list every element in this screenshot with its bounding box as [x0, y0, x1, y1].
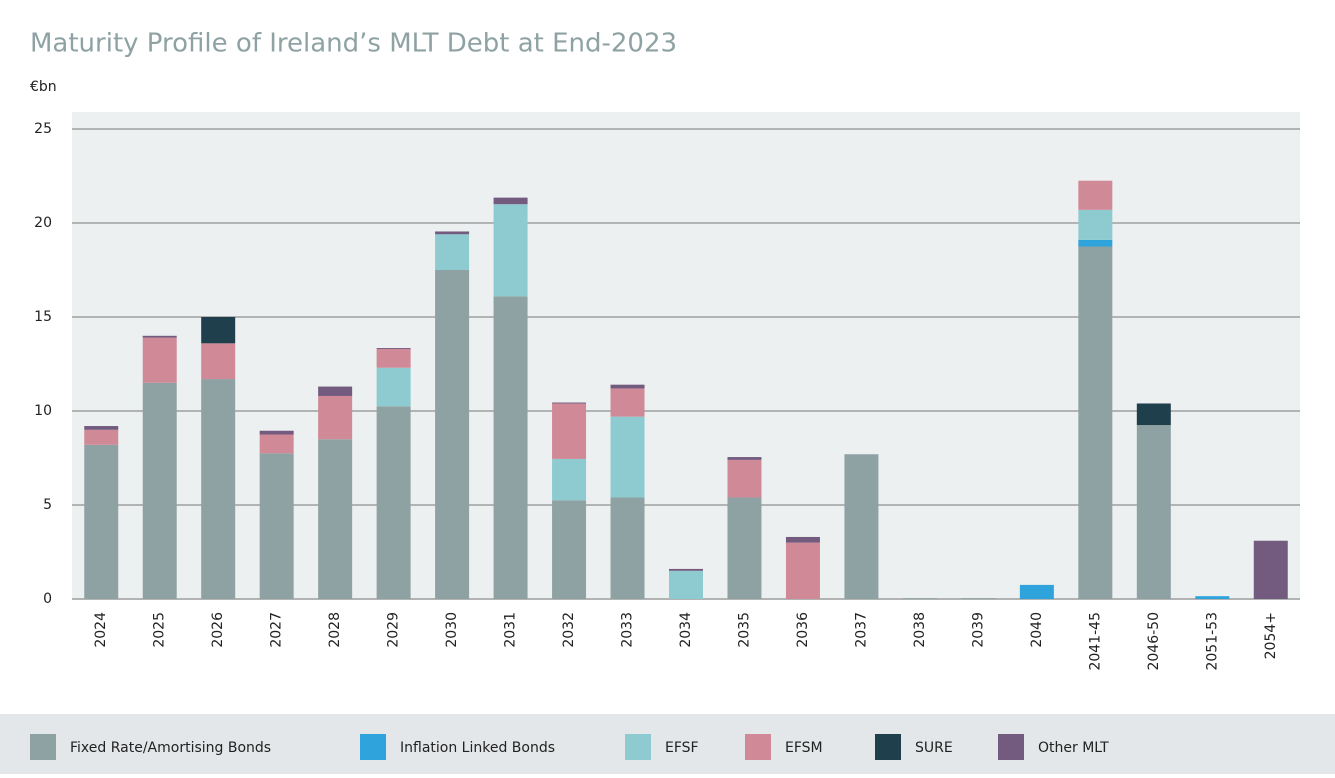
x-tick-label: 2029 [386, 612, 402, 648]
bar-segment [1078, 180, 1113, 210]
bar-segment [259, 430, 294, 435]
bar-segment [376, 348, 411, 349]
x-tick-label: 2025 [152, 612, 168, 648]
bar-segment [1078, 246, 1113, 599]
bar-segment [84, 444, 119, 599]
bar-segment [142, 335, 177, 338]
bar-segment [435, 234, 470, 270]
legend-label: EFSM [785, 740, 823, 756]
bar-segment [902, 598, 937, 599]
x-tick-label: 2034 [678, 612, 694, 648]
bar-segment [552, 458, 587, 501]
bar-segment [201, 379, 236, 599]
y-axis-label: €bn [30, 79, 57, 95]
x-tick-label: 2051-53 [1204, 612, 1220, 671]
x-tick-label: 2037 [853, 612, 869, 648]
legend-background [0, 714, 1335, 774]
bar-segment [318, 386, 353, 396]
legend-swatch [875, 734, 901, 760]
bar-segment [727, 497, 762, 599]
y-tick-label: 15 [34, 309, 52, 325]
x-tick-label: 2054+ [1263, 612, 1279, 659]
bar-segment [610, 384, 645, 389]
bar-segment [493, 197, 528, 205]
legend-label: EFSF [665, 740, 699, 756]
bar-segment [1136, 425, 1171, 599]
x-tick-label: 2027 [269, 612, 285, 648]
bar-segment [669, 570, 703, 599]
bar-segment [376, 348, 411, 368]
bar-segment [493, 296, 528, 599]
legend-swatch [745, 734, 771, 760]
bar-segment [610, 497, 645, 599]
bar-segment [142, 337, 177, 383]
x-tick-label: 2031 [503, 612, 519, 648]
legend-label: Fixed Rate/Amortising Bonds [70, 740, 271, 756]
y-tick-label: 25 [34, 121, 52, 137]
x-tick-label: 2038 [912, 612, 928, 648]
bar-segment [552, 402, 587, 404]
bar-segment [785, 536, 820, 543]
legend-swatch [360, 734, 386, 760]
bar-segment [376, 367, 411, 407]
bar-segment [1136, 403, 1171, 426]
plot-background [72, 112, 1300, 600]
legend-label: Inflation Linked Bonds [400, 740, 555, 756]
y-tick-label: 0 [43, 591, 52, 607]
bar-segment [259, 453, 294, 599]
x-tick-label: 2028 [327, 612, 343, 648]
legend-swatch [30, 734, 56, 760]
bar-segment [435, 270, 470, 599]
bar-segment [259, 434, 294, 454]
bar-segment [142, 382, 177, 599]
bar-segment [610, 388, 645, 417]
x-tick-label: 2030 [444, 612, 460, 648]
bar-segment [201, 317, 236, 344]
bar-segment [376, 406, 411, 599]
bar-segment [1019, 584, 1054, 599]
x-tick-label: 2026 [210, 612, 226, 648]
bar-segment [727, 457, 762, 460]
x-tick-label: 2032 [561, 612, 577, 648]
y-tick-label: 10 [34, 403, 52, 419]
y-tick-label: 5 [43, 497, 52, 513]
bar-segment [669, 568, 703, 571]
x-tick-label: 2036 [795, 612, 811, 648]
x-tick-label: 2035 [736, 612, 752, 648]
bar-segment [961, 598, 996, 599]
bar-segment [201, 343, 236, 380]
y-tick-label: 20 [34, 215, 52, 231]
x-tick-label: 2039 [970, 612, 986, 648]
bar-segment [1078, 209, 1113, 240]
bar-segment [435, 231, 470, 235]
legend-label: Other MLT [1038, 740, 1109, 756]
bar-segment [84, 429, 119, 445]
bar-segment [727, 459, 762, 498]
bar-segment [552, 500, 587, 599]
bar-segment [610, 416, 645, 498]
bar-segment [318, 395, 353, 440]
legend-swatch [625, 734, 651, 760]
bar-segment [844, 454, 879, 599]
x-tick-label: 2024 [93, 612, 109, 648]
x-tick-label: 2046-50 [1146, 612, 1162, 671]
bar-segment [552, 403, 587, 459]
chart-title: Maturity Profile of Ireland’s MLT Debt a… [30, 29, 677, 59]
x-tick-label: 2033 [620, 612, 636, 648]
legend-label: SURE [915, 740, 953, 756]
bar-segment [785, 542, 820, 599]
legend-swatch [998, 734, 1024, 760]
x-tick-label: 2040 [1029, 612, 1045, 648]
bar-segment [318, 439, 353, 599]
bar-segment [1078, 239, 1113, 247]
x-tick-label: 2041-45 [1087, 612, 1103, 671]
bar-segment [1195, 596, 1230, 599]
bar-segment [84, 426, 119, 430]
bar-segment [1253, 540, 1288, 599]
bar-segment [493, 204, 528, 297]
